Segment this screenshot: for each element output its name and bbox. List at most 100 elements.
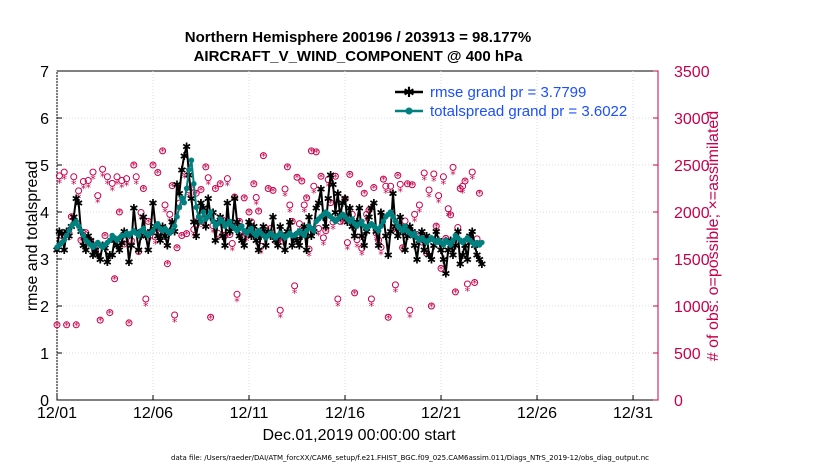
- obs-possible-marker: [447, 211, 455, 219]
- obs-assimilated-marker: *: [367, 206, 372, 217]
- totalspread-point: [248, 225, 255, 232]
- obs-assimilated-marker: *: [98, 316, 103, 327]
- obs-possible-marker: [96, 316, 104, 324]
- gridlines: [56, 71, 658, 400]
- obs-possible-marker: [166, 210, 174, 218]
- rmse-point: ✱: [74, 197, 83, 210]
- totalspread-point: [140, 225, 147, 232]
- obs-possible-marker: [84, 177, 92, 185]
- obs-assimilated-marker: *: [292, 287, 298, 300]
- obs-assimilated-marker: *: [357, 180, 362, 191]
- rmse-point: ✱: [115, 244, 124, 257]
- obs-assimilated-marker: *: [172, 316, 178, 329]
- totalspread-point: [73, 218, 80, 225]
- obs-assimilated-marker: *: [109, 184, 115, 197]
- obs-assimilated-marker: *: [179, 232, 184, 243]
- rmse-point: ✱: [422, 230, 431, 243]
- obs-assimilated-marker: *: [61, 173, 67, 186]
- totalspread-point: [447, 242, 454, 248]
- obs-assimilated-marker: *: [309, 147, 314, 158]
- rmse-point: ✱: [345, 202, 354, 215]
- obs-possible-marker: [183, 230, 191, 238]
- x-tick-label: 12/01: [37, 405, 77, 422]
- rmse-point: ✱: [333, 188, 342, 201]
- obs-assimilated-marker: *: [316, 230, 322, 243]
- obs-assimilated-marker: *: [151, 161, 156, 172]
- totalspread-point: [186, 166, 192, 173]
- x-tick-label: 12/11: [230, 405, 269, 422]
- obs-assimilated-marker: *: [218, 180, 223, 191]
- rmse-point: ✱: [388, 188, 397, 201]
- y-axis-label: rmse and totalspread: [24, 161, 41, 311]
- rmse-point: ✱: [112, 239, 121, 252]
- rmse-point: ✱: [271, 235, 280, 248]
- totalspread-point: [179, 195, 185, 201]
- obs-assimilated-marker: *: [477, 189, 482, 200]
- obs-possible-marker: [178, 232, 186, 239]
- rmse-point: ✱: [153, 230, 162, 243]
- obs-possible-marker: [250, 180, 258, 188]
- obs-possible-marker: [319, 234, 327, 242]
- right-axis-ticks: 0 500 1000 1500 2000 2500 3000 3500: [653, 64, 710, 410]
- totalspread-point: [169, 228, 176, 234]
- obs-assimilated-marker: *: [244, 235, 250, 248]
- obs-assimilated-marker: *: [131, 161, 136, 172]
- obs-assimilated-marker: *: [441, 178, 447, 191]
- obs-possible-marker: [396, 180, 404, 188]
- obs-assimilated-marker: *: [410, 181, 415, 192]
- obs-assimilated-marker: *: [280, 237, 285, 248]
- rmse-point: ✱: [103, 256, 112, 269]
- obs-assimilated-marker: *: [434, 222, 439, 233]
- obs-assimilated-marker: *: [229, 245, 235, 258]
- obs-assimilated-marker: *: [426, 191, 432, 204]
- rmse-point: ✱: [448, 249, 457, 262]
- x-axis-label: Dec.01,2019 00:00:00 start: [262, 427, 456, 444]
- obs-possible-marker: [142, 295, 150, 303]
- obs-assimilated-marker: *: [412, 215, 418, 228]
- obs-possible-marker: [331, 172, 339, 180]
- rmse-point: ✱: [386, 225, 395, 238]
- obs-assimilated-marker: *: [138, 214, 144, 227]
- obs-possible-marker: [468, 168, 476, 176]
- totalspread-point: [227, 218, 233, 225]
- rmse-point: ✱: [88, 249, 97, 262]
- rmse-point: ✱: [374, 239, 383, 252]
- obs-possible-marker: [202, 163, 210, 171]
- obs-possible-marker: [149, 161, 157, 169]
- obs-possible-marker: [281, 185, 289, 193]
- obs-assimilated-marker: *: [175, 244, 180, 255]
- obs-assimilated-marker: *: [213, 185, 218, 196]
- rmse-point: ✱: [52, 244, 61, 257]
- rmse-point: ✱: [69, 211, 78, 224]
- obs-possible-marker: [115, 208, 123, 216]
- totalspread-point: [311, 228, 317, 234]
- rmse-point: ✱: [427, 254, 436, 267]
- obs-possible-marker: [307, 147, 315, 155]
- obs-assimilated-marker: *: [266, 185, 271, 196]
- obs-possible-marker: [298, 177, 306, 185]
- obs-possible-marker: [293, 173, 301, 181]
- obs-assimilated-marker: *: [271, 186, 276, 197]
- obs-possible-marker: [106, 309, 114, 317]
- obs-assimilated-marker: *: [208, 313, 213, 324]
- rmse-point: ✱: [261, 239, 270, 252]
- obs-possible-marker: [343, 239, 351, 247]
- totalspread-point: [200, 209, 207, 215]
- rmse-point: ✱: [168, 216, 177, 229]
- rmse-point: ✱: [417, 225, 426, 238]
- obs-possible-marker: [89, 168, 97, 176]
- rmse-point: ✱: [432, 225, 441, 238]
- totalspread-point: [107, 237, 113, 243]
- obs-possible-marker: [475, 189, 483, 197]
- obs-assimilated-marker: *: [196, 221, 202, 234]
- obs-possible-marker: [420, 169, 428, 177]
- obs-assimilated-marker: *: [95, 197, 101, 210]
- totalspread-point: [63, 232, 70, 239]
- totalspread-point: [78, 228, 84, 234]
- obs-possible-marker: [310, 182, 318, 190]
- rmse-point: ✱: [314, 197, 323, 210]
- obs-assimilated-marker: *: [57, 177, 63, 190]
- obs-assimilated-marker: *: [352, 289, 357, 300]
- right-tick-label: 3000: [674, 111, 710, 128]
- rmse-point: ✱: [460, 239, 469, 252]
